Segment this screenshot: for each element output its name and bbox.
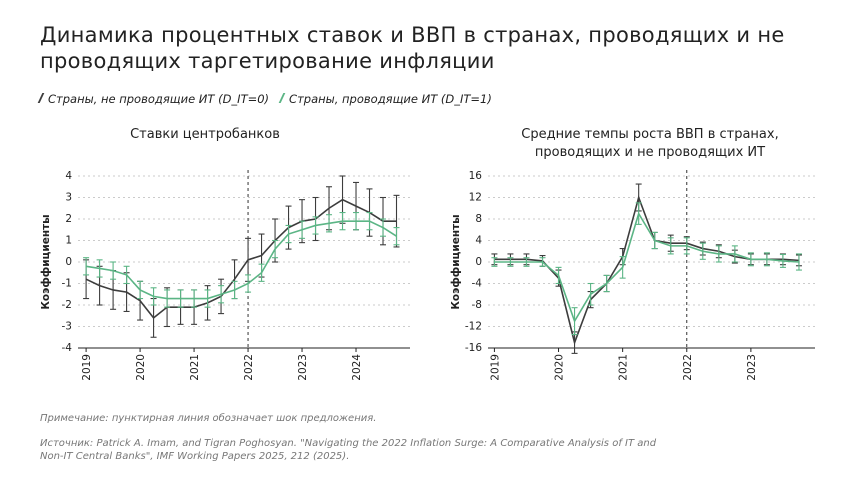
- y-tick-label: -3: [62, 321, 72, 333]
- chart: -16 -12 -8 -4 0 4 8 12 16 2019 2020 2021 2022 2023 Коэ…: [450, 170, 815, 381]
- x-tick-label: 2021: [618, 354, 630, 381]
- y-axis-label: Коэффициенты: [450, 214, 462, 309]
- series-line: [85, 220, 397, 300]
- y-tick-label: -4: [62, 342, 73, 354]
- x-tick-label: 2020: [554, 354, 566, 381]
- chart: -4 -3 -2 -1 0 1 2 3 4 2019 2020 2021 2022 2023 2024 Коэ…: [40, 170, 410, 381]
- y-tick-label: 0: [475, 256, 482, 268]
- y-tick-label: 4: [475, 235, 482, 247]
- legend-item: Страны, проводящие ИТ (D_IT=1): [278, 92, 492, 106]
- y-tick-label: 12: [469, 192, 482, 204]
- y-tick-label: -8: [472, 299, 482, 311]
- legend-item: Страны, не проводящие ИТ (D_IT=0): [37, 92, 270, 106]
- y-tick-label: -4: [472, 278, 483, 290]
- y-tick-label: -1: [62, 278, 72, 290]
- y-tick-label: 2: [65, 213, 72, 225]
- legend: Страны, не проводящие ИТ (D_IT=0) Страны,…: [37, 92, 492, 106]
- title: Динамика процентных ставок и ВВП в стран…: [40, 23, 785, 73]
- y-tick-label: 3: [65, 192, 72, 204]
- legend-label: Страны, проводящие ИТ (D_IT=1): [289, 92, 492, 106]
- x-tick-label: 2019: [489, 354, 501, 381]
- y-tick-label: 4: [65, 170, 72, 182]
- source: Источник: Patrick A. Imam, and Tigran Po…: [40, 438, 657, 462]
- y-axis-label: Коэффициенты: [40, 214, 52, 309]
- y-tick-label: 1: [65, 235, 72, 247]
- y-tick-label: -16: [465, 342, 482, 354]
- error-bar: [393, 227, 400, 246]
- x-tick-label: 2023: [746, 354, 758, 381]
- y-tick-label: 16: [469, 170, 483, 182]
- x-tick-label: 2020: [135, 354, 147, 381]
- series-line: [494, 211, 800, 324]
- x-tick-label: 2022: [682, 354, 694, 381]
- legend-label: Страны, не проводящие ИТ (D_IT=0): [48, 92, 270, 106]
- chart-title: Средние темпы роста ВВП в странах, прово…: [521, 127, 779, 160]
- x-tick-label: 2021: [189, 354, 201, 381]
- y-tick-label: 8: [475, 213, 482, 225]
- y-tick-label: 0: [65, 256, 72, 268]
- x-tick-label: 2022: [243, 354, 255, 381]
- x-tick-label: 2024: [351, 354, 363, 381]
- y-tick-label: -2: [62, 299, 72, 311]
- y-tick-label: -12: [465, 321, 482, 333]
- note: Примечание: пунктирная линия обозначает …: [40, 413, 377, 424]
- x-tick-label: 2023: [297, 354, 309, 381]
- series-line: [85, 198, 397, 320]
- x-tick-label: 2019: [81, 354, 93, 381]
- chart-title: Ставки центробанков: [130, 127, 280, 142]
